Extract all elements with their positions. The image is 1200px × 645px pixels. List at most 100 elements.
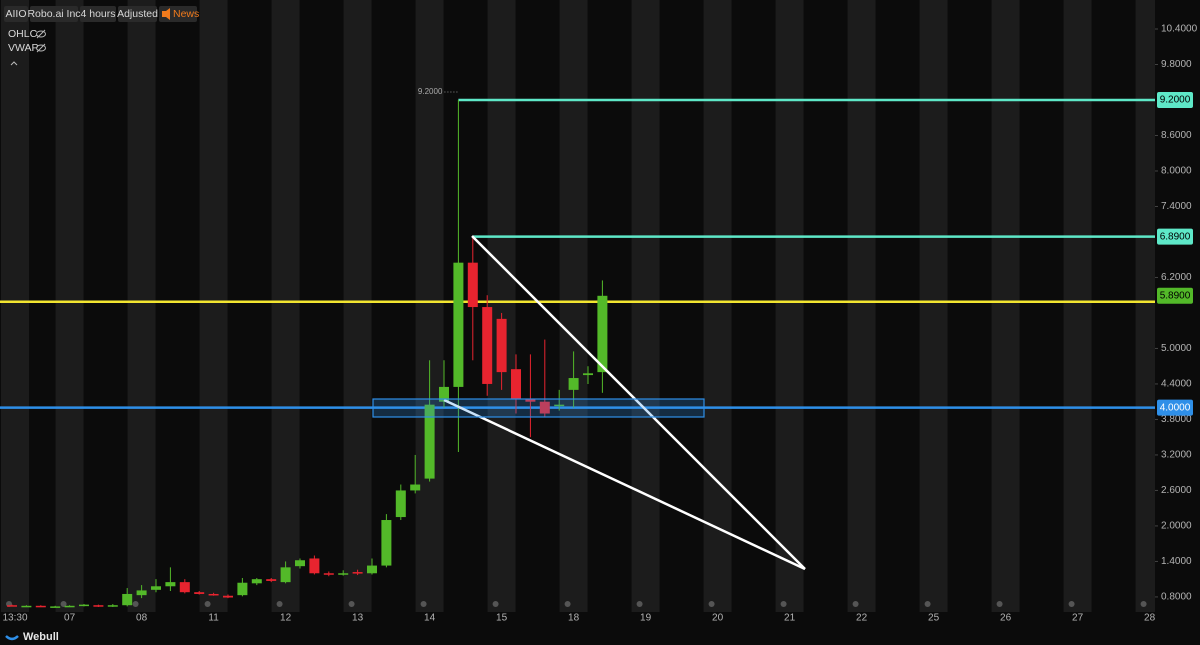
footer-brand: Webull (23, 631, 59, 643)
candle-body (525, 398, 536, 402)
symbol: AIIO (5, 8, 26, 20)
day-band (559, 0, 588, 612)
x-tick-label: 22 (856, 613, 868, 624)
candle-body (64, 605, 75, 608)
x-tick-label: 18 (568, 613, 580, 624)
high-annotation: 9.2000 (418, 87, 443, 96)
candle-body (554, 404, 565, 407)
day-band (55, 0, 84, 612)
candle-body (7, 605, 17, 607)
y-tick-label: 7.4000 (1161, 201, 1192, 212)
candle-body (323, 573, 334, 575)
candle-body (467, 262, 478, 308)
trend-line[interactable] (443, 398, 806, 571)
candle-body (107, 605, 118, 607)
candle-body (208, 593, 219, 596)
event-dot (564, 601, 571, 607)
zone-box[interactable] (372, 398, 705, 418)
y-tick-label: 2.0000 (1161, 521, 1192, 532)
candle-body (309, 558, 320, 574)
y-tick-label: 5.0000 (1161, 343, 1192, 354)
event-dot (636, 601, 643, 607)
trend-line[interactable] (471, 235, 806, 570)
day-band (919, 0, 948, 612)
y-tick-label: 9.8000 (1161, 59, 1192, 70)
day-band (1063, 0, 1092, 612)
price-tag (1157, 287, 1193, 304)
event-dot (996, 601, 1003, 607)
candle-body (568, 378, 579, 390)
day-band (775, 0, 804, 612)
day-band (487, 0, 516, 612)
day-band (703, 0, 732, 612)
candle-body (583, 373, 593, 376)
candle-body (237, 582, 248, 596)
price-tag (1157, 91, 1193, 108)
candle-body (496, 318, 507, 373)
y-tick-label: 6.2000 (1161, 272, 1192, 283)
x-tick-label: 08 (136, 613, 148, 624)
x-tick-label: 28 (1144, 613, 1156, 624)
candle-body (165, 582, 176, 587)
price-tag (1157, 399, 1193, 416)
candle-body (439, 386, 449, 402)
event-dot (204, 601, 211, 607)
x-tick-label: 12 (280, 613, 292, 624)
event-dot (132, 601, 139, 607)
event-dot (1140, 601, 1147, 607)
collapse-caret[interactable] (10, 61, 18, 66)
x-tick-label: 21 (784, 613, 796, 624)
candle-body (482, 307, 493, 384)
price-tag-label: 5.8900 (1160, 290, 1191, 301)
interval[interactable]: 4 hours (80, 8, 115, 20)
candle-body (453, 262, 464, 387)
day-band (199, 0, 228, 612)
x-tick-label: 11 (208, 613, 219, 624)
x-tick-label: 13:30 (2, 613, 27, 624)
candle-body (352, 572, 363, 574)
candle-body (338, 573, 349, 575)
candle-body (194, 592, 205, 594)
x-tick-label: 19 (640, 613, 652, 624)
candle-body (597, 295, 608, 373)
candle-body (266, 579, 277, 581)
candle-body (122, 593, 133, 606)
header-pill[interactable] (80, 6, 116, 22)
adjustment[interactable]: Adjusted (117, 8, 158, 20)
x-tick-label: 25 (928, 613, 940, 624)
eye-icon[interactable] (36, 29, 46, 53)
x-tick-label: 15 (496, 613, 508, 624)
y-tick-label: 0.8000 (1161, 592, 1192, 603)
candle-body (410, 484, 421, 491)
x-tick-label: 13 (352, 613, 364, 624)
event-dot (348, 601, 355, 607)
event-dot (924, 601, 931, 607)
candle-body (511, 369, 521, 399)
candle-body (21, 605, 32, 608)
day-band (991, 0, 1020, 612)
event-dot (780, 601, 787, 607)
day-band (271, 0, 300, 612)
x-tick-label: 26 (1000, 613, 1012, 624)
candle-body (151, 586, 161, 590)
candle-body (251, 579, 262, 584)
y-tick-label: 3.8000 (1161, 414, 1192, 425)
day-band (343, 0, 372, 612)
candle-body (35, 605, 46, 608)
candle-body (79, 604, 89, 607)
candle-body (395, 490, 406, 518)
candle-body (179, 582, 190, 593)
candle-body (295, 560, 305, 567)
price-tag (1157, 228, 1193, 245)
company-name: Robo.ai Inc (27, 8, 80, 20)
header-pill[interactable] (118, 6, 157, 22)
event-dot (60, 601, 67, 607)
header-pill (30, 6, 78, 22)
logo (5, 635, 19, 641)
y-tick-label: 1.4000 (1161, 556, 1192, 567)
news[interactable]: News (173, 8, 199, 20)
candle-body (424, 404, 435, 479)
y-tick-label: 8.0000 (1161, 166, 1192, 177)
